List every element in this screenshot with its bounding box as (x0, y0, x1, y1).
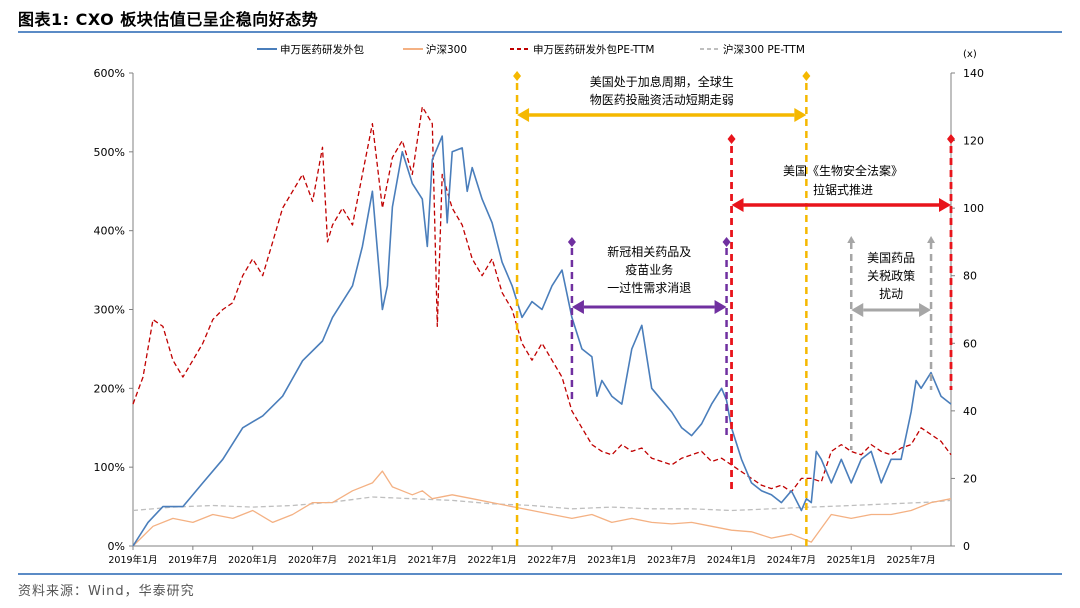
y-left-tick-label: 500% (94, 146, 125, 159)
gray-annotation-text: 扰动 (879, 287, 903, 301)
y-left-tick-label: 200% (94, 382, 125, 395)
x-tick-label: 2020年1月 (228, 554, 277, 566)
red-span-arrow-head-left (731, 198, 744, 212)
gold-marker-left (513, 71, 522, 81)
x-tick-label: 2022年1月 (468, 554, 517, 566)
y-left-tick-label: 300% (94, 304, 125, 317)
y-left-tick-label: 400% (94, 225, 125, 238)
series-group (132, 106, 952, 547)
y-left-tick-label: 0% (108, 540, 125, 553)
x-tick-label: 2019年1月 (108, 554, 157, 566)
y-right-tick-label: 60 (963, 337, 977, 350)
series-line-2 (132, 106, 952, 493)
title-divider (18, 31, 1062, 33)
legend: 申万医药研发外包 沪深300 申万医药研发外包PE-TTM 沪深300 PE-TTM (257, 43, 805, 56)
purple-marker-right (722, 237, 731, 247)
gold-span-arrow-head-left (517, 108, 530, 122)
y-right-tick-label: 40 (963, 405, 977, 418)
y-right-tick-label: 0 (963, 540, 970, 553)
y-right-tick-label: 80 (963, 270, 977, 283)
x-tick-label: 2019年7月 (168, 554, 217, 566)
y-right-tick-label: 140 (963, 67, 984, 80)
source-note: 资料来源：Wind，华泰研究 (18, 584, 195, 599)
legend-label-2: 申万医药研发外包PE-TTM (533, 43, 655, 56)
footer-divider (18, 573, 1062, 575)
gold-annotation-text: 美国处于加息周期，全球生 (590, 74, 734, 89)
x-tick-label: 2020年7月 (288, 554, 337, 566)
red-marker-left (727, 134, 736, 144)
y-right-unit-label: (x) (963, 49, 977, 60)
purple-annotation-text: 新冠相关药品及 (607, 244, 691, 259)
red-annotation-text: 美国《生物安全法案》 (783, 163, 903, 178)
gray-arrow-right-head (927, 236, 936, 243)
gray-span-arrow-head-right (919, 303, 932, 317)
x-tick-label: 2025年1月 (827, 554, 876, 566)
gold-span-arrow-head-right (794, 108, 807, 122)
gold-annotation-text: 物医药投融资活动短期走弱 (590, 92, 734, 107)
purple-annotation-text: 一过性需求消退 (607, 281, 691, 295)
series-line-1 (132, 470, 952, 547)
x-tick-label: 2021年1月 (348, 554, 397, 566)
purple-span-arrow-head-right (714, 300, 727, 314)
chart-title: 图表1: CXO 板块估值已呈企稳向好态势 (18, 10, 319, 29)
red-span-arrow-head-right (939, 198, 951, 212)
axes-group: 0% 100% 200% 300% 400% 500% 600% 0 20 40 60 80 100 12… (94, 49, 984, 566)
gray-span-arrow-head-left (851, 303, 864, 317)
x-tick-label: 2023年7月 (647, 554, 696, 566)
purple-span-arrow-head-left (571, 300, 584, 314)
y-right-tick-label: 100 (963, 202, 984, 215)
y-left-tick-label: 100% (94, 461, 125, 474)
chart-title-bar: 图表1: CXO 板块估值已呈企稳向好态势 (18, 6, 1062, 32)
gray-arrow-left-head (847, 236, 856, 243)
x-tick-label: 2023年1月 (587, 554, 636, 566)
y-right-tick-label: 120 (963, 135, 984, 148)
gold-marker-right (802, 71, 811, 81)
gray-annotation-text: 关税政策 (867, 269, 915, 283)
x-tick-label: 2025年7月 (886, 554, 935, 566)
series-line-0 (132, 135, 952, 547)
y-left-tick-label: 600% (94, 67, 125, 80)
x-tick-label: 2024年1月 (707, 554, 756, 566)
x-tick-label: 2022年7月 (527, 554, 576, 566)
y-right-tick-label: 20 (963, 472, 977, 485)
legend-label-0: 申万医药研发外包 (280, 43, 364, 56)
legend-label-3: 沪深300 PE-TTM (723, 43, 805, 56)
purple-annotation-text: 疫苗业务 (625, 262, 673, 277)
annotations-group: 美国处于加息周期，全球生物医药投融资活动短期走弱美国《生物安全法案》拉锯式推进新… (513, 71, 955, 546)
gray-annotation-text: 美国药品 (867, 251, 915, 265)
legend-label-1: 沪深300 (426, 43, 467, 56)
red-annotation-text: 拉锯式推进 (813, 182, 873, 197)
x-tick-label: 2021年7月 (408, 554, 457, 566)
purple-marker-left (567, 237, 576, 247)
series-line-3 (132, 496, 952, 512)
x-tick-label: 2024年7月 (767, 554, 816, 566)
red-marker-right (947, 134, 955, 144)
